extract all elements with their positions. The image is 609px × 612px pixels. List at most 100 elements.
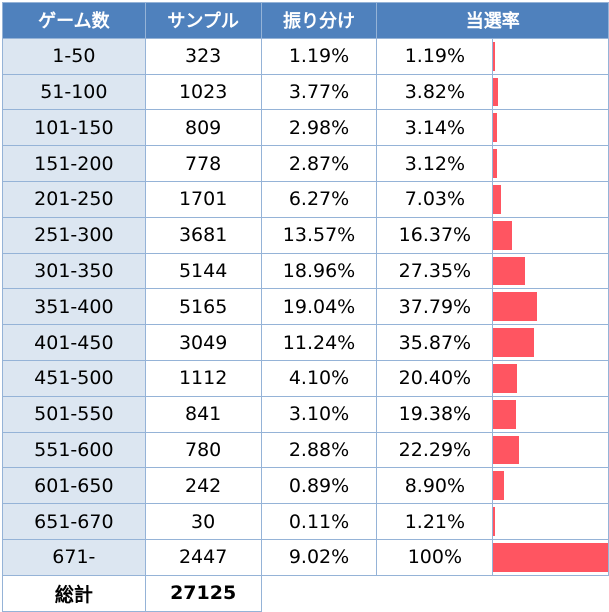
sample-cell: 5144 (144, 252, 262, 290)
rate-cell: 1.19% (376, 37, 494, 75)
rate-cell: 35.87% (376, 324, 494, 361)
header-row: ゲーム数 サンプル 振り分け 当選率 (2, 2, 609, 39)
rate-cell: 27.35% (376, 252, 494, 290)
total-row: 総計 27125 (2, 574, 609, 612)
sample-cell: 1112 (144, 359, 262, 397)
sample-cell: 5165 (144, 288, 262, 326)
total-label: 総計 (2, 574, 146, 612)
rate-cell: 3.14% (376, 109, 494, 147)
table-row: 671- 2447 9.02% 100% (2, 538, 609, 576)
rate-bar (493, 149, 497, 178)
share-cell: 18.96% (260, 252, 378, 290)
share-cell: 3.10% (260, 395, 378, 433)
sample-cell: 323 (144, 37, 262, 75)
share-cell: 3.77% (260, 73, 378, 111)
rate-bar-cell (492, 431, 609, 469)
rate-cell: 19.38% (376, 395, 494, 433)
sample-cell: 2447 (144, 538, 262, 576)
table-row: 351-400 5165 19.04% 37.79% (2, 288, 609, 326)
rate-bar (493, 363, 517, 393)
share-cell: 0.89% (260, 467, 378, 505)
table-row: 251-300 3681 13.57% 16.37% (2, 216, 609, 254)
rate-cell: 8.90% (376, 467, 494, 505)
rate-cell: 7.03% (376, 180, 494, 218)
games-cell: 501-550 (2, 395, 146, 433)
rate-bar (493, 292, 537, 322)
rate-bar-cell (492, 538, 609, 576)
share-cell: 4.10% (260, 359, 378, 397)
games-cell: 551-600 (2, 431, 146, 469)
table-row: 101-150 809 2.98% 3.14% (2, 109, 609, 147)
rate-bar-cell (492, 145, 609, 182)
share-cell: 19.04% (260, 288, 378, 326)
rate-bar-cell (492, 109, 609, 147)
rate-bar-cell (492, 252, 609, 290)
rate-bar-cell (492, 467, 609, 505)
rate-bar (493, 328, 535, 357)
rate-bar-cell (492, 37, 609, 75)
table-row: 151-200 778 2.87% 3.12% (2, 145, 609, 182)
table-row: 201-250 1701 6.27% 7.03% (2, 180, 609, 218)
share-cell: 13.57% (260, 216, 378, 254)
games-cell: 601-650 (2, 467, 146, 505)
sample-cell: 1023 (144, 73, 262, 111)
table-row: 601-650 242 0.89% 8.90% (2, 467, 609, 505)
games-cell: 1-50 (2, 37, 146, 75)
rate-bar-cell (492, 73, 609, 111)
header-share: 振り分け (260, 2, 378, 39)
sample-cell: 778 (144, 145, 262, 182)
rate-cell: 22.29% (376, 431, 494, 469)
rate-bar-cell (492, 395, 609, 433)
sample-cell: 809 (144, 109, 262, 147)
share-cell: 9.02% (260, 538, 378, 576)
games-cell: 451-500 (2, 359, 146, 397)
sample-cell: 780 (144, 431, 262, 469)
rate-bar (493, 471, 504, 501)
table-row: 451-500 1112 4.10% 20.40% (2, 359, 609, 397)
rate-cell: 20.40% (376, 359, 494, 397)
rate-cell: 37.79% (376, 288, 494, 326)
games-cell: 301-350 (2, 252, 146, 290)
games-cell: 671- (2, 538, 146, 576)
header-sample: サンプル (144, 2, 262, 39)
games-cell: 101-150 (2, 109, 146, 147)
games-cell: 151-200 (2, 145, 146, 182)
rate-bar-cell (492, 180, 609, 218)
share-cell: 6.27% (260, 180, 378, 218)
table-row: 551-600 780 2.88% 22.29% (2, 431, 609, 469)
share-cell: 2.87% (260, 145, 378, 182)
rate-bar-cell (492, 216, 609, 254)
table-row: 651-670 30 0.11% 1.21% (2, 503, 609, 540)
table-row: 301-350 5144 18.96% 27.35% (2, 252, 609, 290)
rate-bar-cell (492, 288, 609, 326)
table-row: 401-450 3049 11.24% 35.87% (2, 324, 609, 361)
sample-cell: 3049 (144, 324, 262, 361)
rate-cell: 1.21% (376, 503, 494, 540)
rate-bar (493, 113, 497, 143)
share-cell: 0.11% (260, 503, 378, 540)
sample-cell: 1701 (144, 180, 262, 218)
rate-bar (493, 220, 513, 250)
share-cell: 2.88% (260, 431, 378, 469)
rate-bar (493, 507, 495, 536)
rate-cell: 3.82% (376, 73, 494, 111)
games-cell: 251-300 (2, 216, 146, 254)
sample-cell: 30 (144, 503, 262, 540)
table-row: 51-100 1023 3.77% 3.82% (2, 73, 609, 111)
rate-cell: 3.12% (376, 145, 494, 182)
rate-bar (493, 184, 502, 214)
table-row: 1-50 323 1.19% 1.19% (2, 37, 609, 75)
sample-cell: 841 (144, 395, 262, 433)
games-cell: 201-250 (2, 180, 146, 218)
rate-bar (493, 256, 525, 286)
share-cell: 2.98% (260, 109, 378, 147)
share-cell: 11.24% (260, 324, 378, 361)
games-cell: 51-100 (2, 73, 146, 111)
rate-bar (493, 435, 519, 465)
total-value: 27125 (144, 574, 262, 612)
rate-bar-cell (492, 503, 609, 540)
rate-bar (493, 77, 498, 107)
rate-cell: 16.37% (376, 216, 494, 254)
sample-cell: 242 (144, 467, 262, 505)
